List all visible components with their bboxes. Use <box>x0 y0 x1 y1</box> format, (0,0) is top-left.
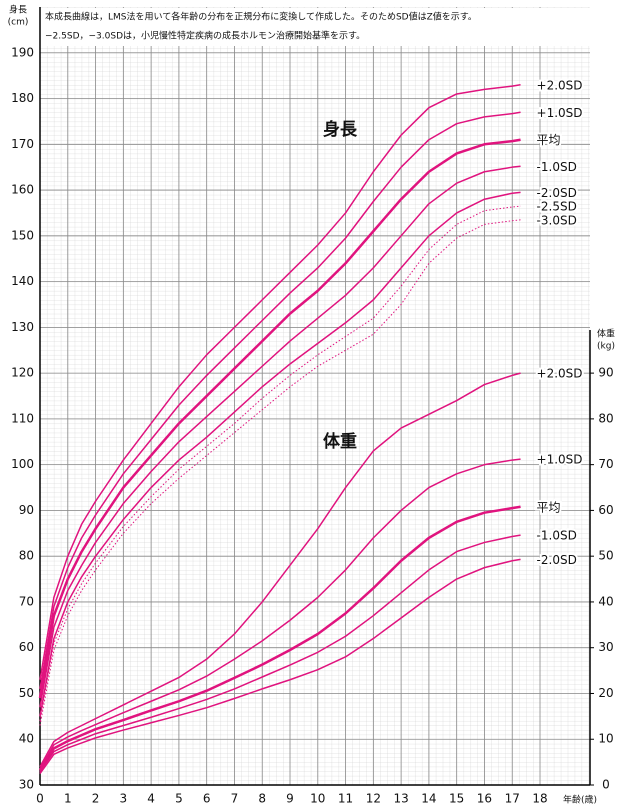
y2-tick-label: 30 <box>598 640 613 654</box>
curve-label: +1.0SD <box>537 106 583 120</box>
curve-label: -1.0SD <box>537 160 577 174</box>
x-tick-label: 18 <box>532 792 547 806</box>
x-tick-label: 9 <box>286 792 294 806</box>
y-tick-label: 160 <box>11 183 34 197</box>
curve-label: 平均 <box>537 500 561 514</box>
note: −2.5SD，−3.0SDは，小児慢性特定疾病の成長ホルモン治療開始基準を示す。 <box>45 30 365 42</box>
curve-label: -2.0SD <box>537 553 577 567</box>
y-tick-label: 50 <box>19 686 34 700</box>
x-tick-label: 14 <box>421 792 436 806</box>
curve-label: -2.0SD <box>537 186 577 200</box>
y-tick-label: 110 <box>11 411 34 425</box>
note-box <box>40 8 600 46</box>
x-tick-label: 3 <box>120 792 128 806</box>
curve <box>39 558 521 774</box>
y2-tick-label: 40 <box>598 594 613 608</box>
x-tick-label: 1 <box>64 792 72 806</box>
curve-label: -2.5SD <box>537 200 577 214</box>
y2-axis-label: 体重 <box>597 328 615 340</box>
y-tick-label: 60 <box>19 640 34 654</box>
x-tick-label: 4 <box>147 792 155 806</box>
curve <box>39 219 521 726</box>
curve-label: 平均 <box>537 133 561 147</box>
x-tick-label: 8 <box>258 792 266 806</box>
y-tick-label: 70 <box>19 594 34 608</box>
curve <box>39 165 521 708</box>
y-axis-label: 身長 <box>9 4 27 16</box>
y-tick-label: 100 <box>11 457 34 471</box>
y-tick-label: 190 <box>11 45 34 59</box>
y-tick-label: 120 <box>11 366 34 380</box>
x-tick-label: 6 <box>203 792 211 806</box>
annotation: 身長 <box>323 119 358 140</box>
x-tick-label: 10 <box>310 792 325 806</box>
y2-tick-label: 10 <box>598 732 613 746</box>
curve <box>39 84 521 680</box>
x-tick-label: 11 <box>338 792 353 806</box>
curve <box>39 191 521 717</box>
curve <box>39 458 521 770</box>
curve <box>39 372 521 768</box>
y2-tick-label: 0 <box>602 778 610 792</box>
x-tick-label: 15 <box>449 792 464 806</box>
minor-grid <box>40 7 590 785</box>
y2-tick-label: 80 <box>598 411 613 425</box>
y2-tick-label: 70 <box>598 457 613 471</box>
y-axis-label: (cm) <box>8 18 29 28</box>
curve-label: -3.0SD <box>537 213 577 227</box>
note: 本成長曲線は，LMS法を用いて各年齢の分布を正規分布に変換して作成した。そのため… <box>45 11 477 23</box>
curve <box>38 505 521 772</box>
curve-label: +2.0SD <box>537 78 583 92</box>
y-tick-label: 30 <box>19 778 34 792</box>
curve-label: +1.0SD <box>537 453 583 467</box>
y-tick-label: 130 <box>11 320 34 334</box>
curve <box>38 138 521 699</box>
curve-label: -1.0SD <box>537 529 577 543</box>
x-tick-label: 16 <box>477 792 492 806</box>
y2-axis-label: (kg) <box>597 342 615 352</box>
x-axis-label: 年齢(歳) <box>563 794 597 806</box>
x-tick-label: 5 <box>175 792 183 806</box>
y2-tick-label: 60 <box>598 503 613 517</box>
y-tick-label: 80 <box>19 549 34 563</box>
curve <box>39 534 521 773</box>
x-tick-label: 13 <box>393 792 408 806</box>
curve <box>39 205 521 722</box>
y-tick-label: 140 <box>11 274 34 288</box>
x-tick-label: 12 <box>366 792 381 806</box>
y2-tick-label: 50 <box>598 549 613 563</box>
y-tick-label: 150 <box>11 228 34 242</box>
curve <box>39 111 521 690</box>
y-tick-label: 170 <box>11 137 34 151</box>
y-tick-label: 180 <box>11 91 34 105</box>
x-tick-label: 7 <box>231 792 239 806</box>
x-tick-label: 0 <box>36 792 44 806</box>
x-tick-label: 17 <box>505 792 520 806</box>
y-tick-label: 90 <box>19 503 34 517</box>
curve-label: +2.0SD <box>537 367 583 381</box>
annotation: 体重 <box>323 431 357 452</box>
x-tick-label: 2 <box>92 792 100 806</box>
y2-tick-label: 90 <box>598 366 613 380</box>
y2-tick-label: 20 <box>598 686 613 700</box>
y-tick-label: 40 <box>19 732 34 746</box>
